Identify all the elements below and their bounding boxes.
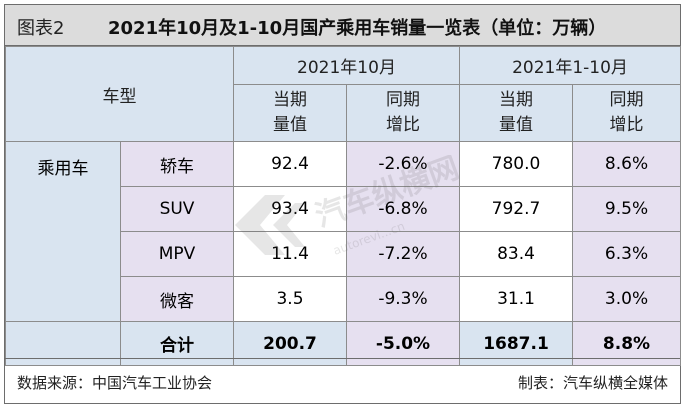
footer: 数据来源：中国汽车工业协会 制表：汽车纵横全媒体 bbox=[5, 358, 680, 404]
title-bar: 图表2 2021年10月及1-10月国产乘用车销量一览表（单位：万辆） bbox=[5, 5, 680, 46]
table-row: MPV 11.4 -7.2% 83.4 6.3% bbox=[6, 231, 682, 277]
yoy-ytd-cell: 6.3% bbox=[571, 231, 682, 277]
current-ytd-cell: 792.7 bbox=[459, 186, 573, 232]
vehicle-type-cell: SUV bbox=[120, 186, 234, 232]
current-ytd-cell: 780.0 bbox=[459, 141, 573, 187]
table-maker: 制表：汽车纵横全媒体 bbox=[517, 374, 668, 392]
header-vehicle-type: 车型 bbox=[5, 46, 234, 142]
table-title: 2021年10月及1-10月国产乘用车销量一览表（单位：万辆） bbox=[108, 18, 607, 39]
subheader-text: 同期 增比 bbox=[386, 89, 420, 136]
current-oct-cell: 3.5 bbox=[233, 276, 347, 322]
subheader-current-2: 当期 量值 bbox=[459, 84, 573, 142]
table-row: SUV 93.4 -6.8% 792.7 9.5% bbox=[6, 186, 682, 232]
sales-table: 车型 2021年10月 2021年1-10月 当期 量值 同期 增比 当期 量值… bbox=[5, 46, 682, 366]
yoy-oct-cell: -7.2% bbox=[346, 231, 460, 277]
current-ytd-cell: 31.1 bbox=[459, 276, 573, 322]
subheader-text: 当期 量值 bbox=[499, 89, 533, 136]
yoy-oct-cell: -9.3% bbox=[346, 276, 460, 322]
yoy-ytd-cell: 9.5% bbox=[571, 186, 682, 232]
yoy-ytd-cell: 3.0% bbox=[571, 276, 682, 322]
yoy-ytd-cell: 8.6% bbox=[571, 141, 682, 187]
current-oct-cell: 93.4 bbox=[233, 186, 347, 232]
yoy-oct-cell: -6.8% bbox=[346, 186, 460, 232]
subheader-text: 当期 量值 bbox=[273, 89, 307, 136]
vehicle-type-cell: MPV bbox=[120, 231, 234, 277]
current-oct-cell: 11.4 bbox=[233, 231, 347, 277]
subheader-yoy-2: 同期 增比 bbox=[571, 84, 682, 142]
table-frame: 图表2 2021年10月及1-10月国产乘用车销量一览表（单位：万辆） 车型 2… bbox=[4, 4, 682, 404]
table-row: 微客 3.5 -9.3% 31.1 3.0% bbox=[6, 276, 682, 322]
figure-label: 图表2 bbox=[17, 18, 65, 39]
current-oct-cell: 92.4 bbox=[233, 141, 347, 187]
subheader-current-1: 当期 量值 bbox=[233, 84, 347, 142]
header-period-jan-oct: 2021年1-10月 bbox=[458, 46, 682, 85]
header-period-oct: 2021年10月 bbox=[233, 46, 460, 85]
yoy-oct-cell: -2.6% bbox=[346, 141, 460, 187]
vehicle-type-cell: 微客 bbox=[120, 276, 234, 322]
vehicle-type-cell: 轿车 bbox=[120, 141, 234, 187]
category-passenger-car: 乘用车 bbox=[5, 141, 121, 322]
data-source: 数据来源：中国汽车工业协会 bbox=[17, 374, 213, 392]
table-row: 乘用车 轿车 92.4 -2.6% 780.0 8.6% bbox=[5, 141, 682, 322]
subheader-yoy-1: 同期 增比 bbox=[346, 84, 460, 142]
subheader-text: 同期 增比 bbox=[609, 89, 644, 136]
current-ytd-cell: 83.4 bbox=[459, 231, 573, 277]
